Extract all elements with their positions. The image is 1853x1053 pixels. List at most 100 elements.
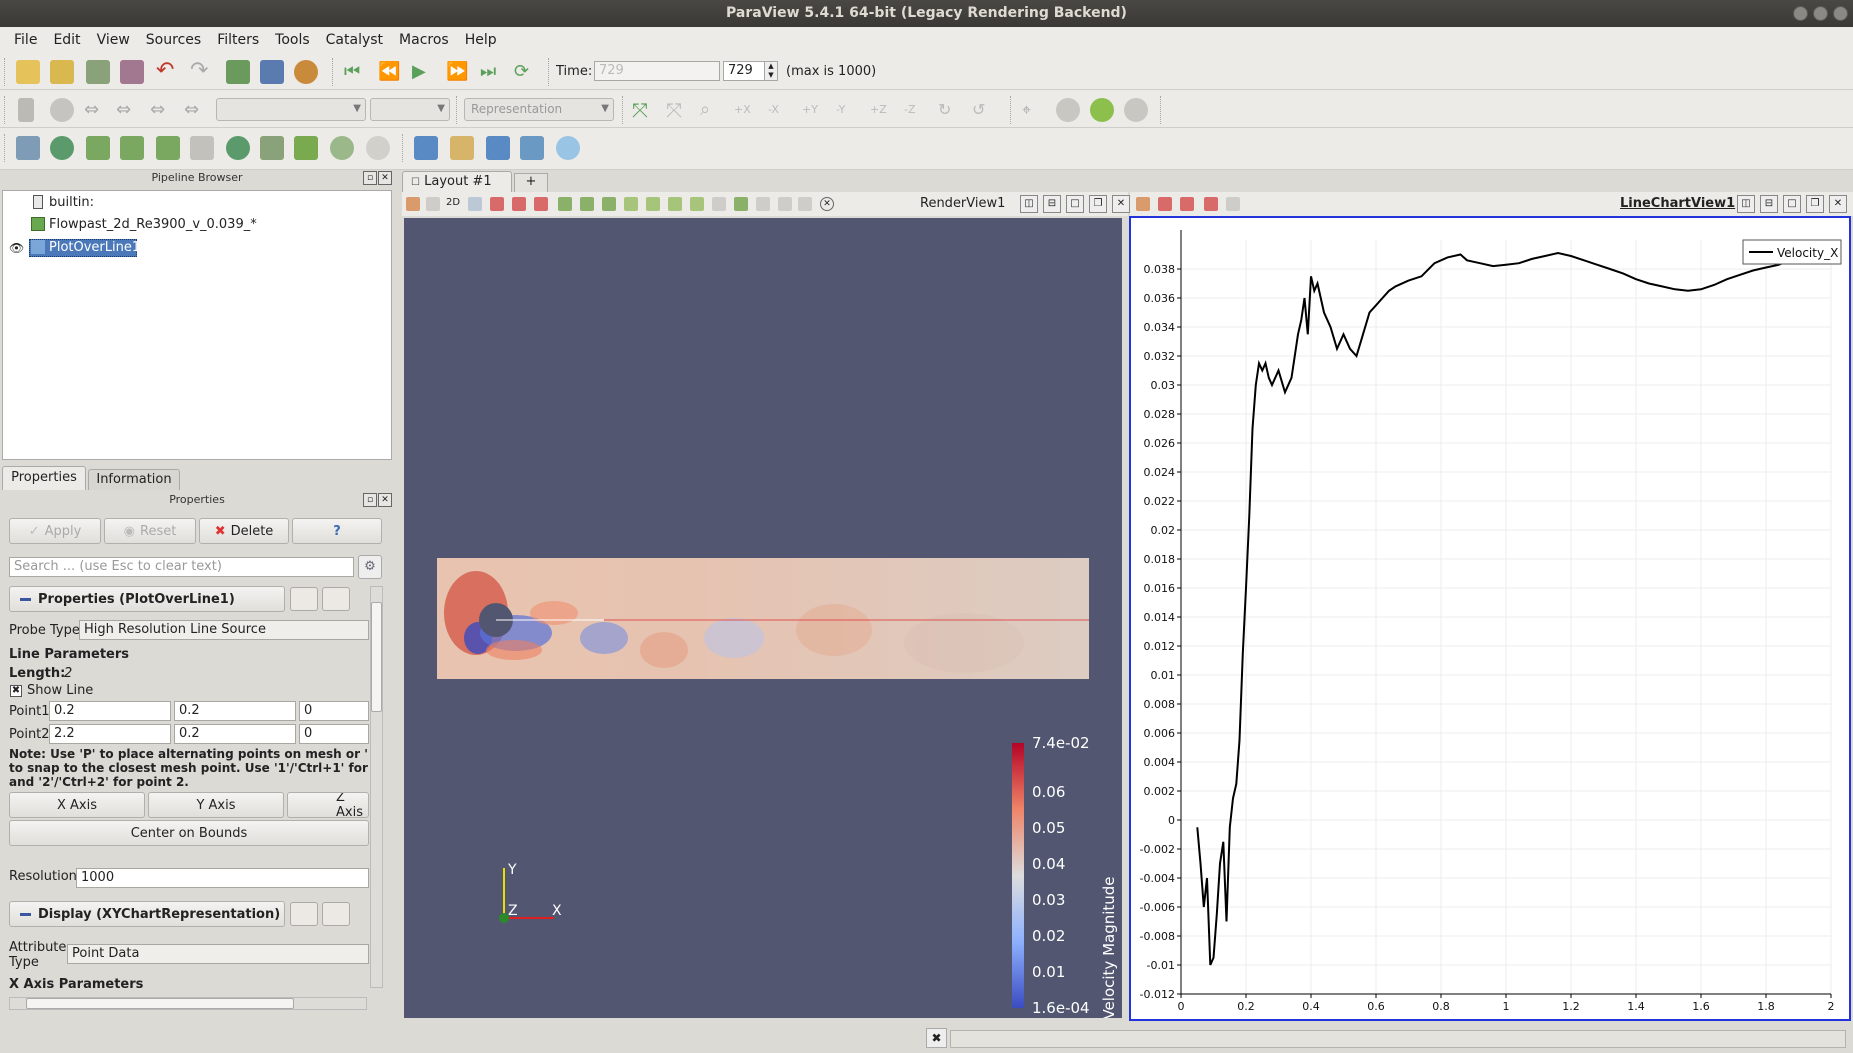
query-icon[interactable] (778, 197, 792, 211)
edit-selection-icon[interactable] (798, 197, 812, 211)
select-points-through-icon[interactable] (558, 197, 572, 211)
slice-icon[interactable] (120, 136, 144, 160)
render-close-button[interactable]: ✕ (1112, 195, 1130, 213)
disconnect-icon[interactable] (120, 60, 144, 84)
color-array-combo[interactable]: ▼ (216, 98, 366, 121)
render-restore-button[interactable]: ❐ (1089, 195, 1107, 213)
chart-select-polygon-icon[interactable] (1180, 197, 1194, 211)
properties-section-header[interactable]: Properties (PlotOverLine1) (9, 586, 285, 612)
minimize-button[interactable] (1793, 6, 1808, 21)
menu-sources[interactable]: Sources (145, 31, 202, 48)
render-split-vertical-button[interactable]: ⊟ (1043, 195, 1061, 213)
chart-select-icon[interactable] (1158, 197, 1172, 211)
chart-clear-icon[interactable] (1226, 197, 1240, 211)
pipeline-item-flowpast[interactable]: Flowpast_2d_Re3900_v_0.039_* (49, 217, 257, 232)
render-maximize-button[interactable]: □ (1066, 195, 1084, 213)
redo-icon[interactable]: ↷ (190, 58, 209, 83)
select-cells-through-icon[interactable] (534, 197, 548, 211)
chart-split-vertical-button[interactable]: ⊟ (1760, 195, 1778, 213)
find-data-icon[interactable] (260, 60, 284, 84)
reset-camera-icon[interactable]: ⤧ (632, 98, 648, 122)
warp-by-vector-icon[interactable] (294, 136, 318, 160)
layout-tab[interactable]: ☐ Layout #1 ✕ (402, 171, 512, 203)
hover-points-icon[interactable] (646, 197, 660, 211)
render-split-horizontal-button[interactable]: ◫ (1020, 195, 1038, 213)
grow-selection-icon[interactable] (690, 197, 704, 211)
selection-icon[interactable] (414, 136, 438, 160)
view-minus-y-icon[interactable]: -Y (836, 103, 846, 116)
group-datasets-icon[interactable] (330, 136, 354, 160)
undo-icon[interactable]: ↶ (156, 58, 175, 83)
help-button[interactable]: ? (292, 518, 382, 544)
menu-tools[interactable]: Tools (275, 31, 310, 48)
calculator-icon[interactable] (16, 136, 40, 160)
properties-close-button[interactable]: ✕ (378, 493, 392, 507)
chart-split-horizontal-button[interactable]: ◫ (1737, 195, 1755, 213)
edit-colormap-icon[interactable] (50, 98, 74, 122)
toggle-2d-3d-button[interactable]: 2D (446, 197, 461, 208)
point2-y-input[interactable]: 0.2 (174, 724, 296, 744)
connect-icon[interactable] (86, 60, 110, 84)
camera-undo-icon[interactable] (426, 197, 440, 211)
view-minus-z-icon[interactable]: -Z (904, 103, 916, 116)
advanced-settings-gear-icon[interactable]: ⚙ (358, 555, 382, 579)
chart-restore-button[interactable]: ❐ (1806, 195, 1824, 213)
stream-tracer-icon[interactable] (260, 136, 284, 160)
previous-frame-icon[interactable]: ⏪ (378, 61, 401, 82)
display-section-header[interactable]: Display (XYChartRepresentation) (9, 901, 285, 927)
point1-x-input[interactable]: 0.2 (49, 701, 171, 721)
view-plus-y-icon[interactable]: +Y (802, 103, 818, 116)
properties-float-button[interactable]: ▫ (363, 493, 377, 507)
interactive-select-icon[interactable] (624, 197, 638, 211)
x-axis-button[interactable]: X Axis (9, 792, 145, 818)
properties-hscroll-thumb[interactable] (26, 998, 294, 1009)
tab-information[interactable]: Information (88, 469, 180, 490)
plot-over-line-icon[interactable] (486, 136, 510, 160)
menu-filters[interactable]: Filters (217, 31, 260, 48)
rescale-custom-range-icon[interactable]: ⇔ (116, 99, 132, 120)
contour-icon[interactable] (50, 136, 74, 160)
last-frame-icon[interactable]: ⏭ (480, 61, 497, 82)
chart-toggle-icon[interactable] (1204, 197, 1218, 211)
center-axes-icon[interactable]: ⌖ (1022, 100, 1032, 119)
menu-view[interactable]: View (96, 31, 130, 48)
copy-display-button[interactable] (290, 902, 318, 926)
point2-x-input[interactable]: 2.2 (49, 724, 171, 744)
rescale-temporal-range-icon[interactable]: ⇔ (150, 99, 166, 120)
apply-button[interactable]: ✓ Apply (9, 518, 101, 544)
render-view-canvas[interactable]: 7.4e-02 0.06 0.05 0.04 0.03 0.02 0.01 1.6e-04 V… (404, 218, 1122, 1018)
pipeline-float-button[interactable]: ▫ (363, 171, 377, 185)
probe-type-select[interactable]: High Resolution Line Source (79, 620, 369, 640)
select-points-on-icon[interactable] (512, 197, 526, 211)
point1-y-input[interactable]: 0.2 (174, 701, 296, 721)
properties-scrollbar-thumb[interactable] (371, 602, 382, 712)
view-minus-x-icon[interactable]: -X (768, 103, 779, 116)
loop-icon[interactable]: ⟳ (514, 61, 530, 82)
pipeline-item-plotoverline[interactable]: PlotOverLine1 (49, 240, 141, 255)
point1-z-input[interactable]: 0 (299, 701, 369, 721)
reset-center-icon[interactable] (1090, 98, 1114, 122)
line-chart-view[interactable]: -0.012 -0.01 -0.008 -0.006 -0.004 -0.002 0 0.00… (1129, 216, 1851, 1021)
y-axis-button[interactable]: Y Axis (148, 792, 284, 818)
maximize-button[interactable] (1813, 6, 1828, 21)
center-on-bounds-button[interactable]: Center on Bounds (9, 820, 369, 846)
copy-properties-button[interactable] (290, 587, 318, 611)
threshold-icon[interactable] (156, 136, 180, 160)
histogram-icon[interactable] (556, 136, 580, 160)
play-icon[interactable]: ▶ (412, 61, 426, 82)
time-value-field[interactable]: 729 (594, 61, 720, 81)
camera-redo-icon[interactable] (468, 197, 482, 211)
zoom-to-data-icon[interactable]: ⤧ (666, 98, 682, 122)
properties-search-input[interactable]: Search ... (use Esc to clear text) (9, 557, 354, 577)
z-axis-button[interactable]: Z Axis (287, 792, 369, 818)
plot-data-icon[interactable] (520, 136, 544, 160)
shrink-selection-icon[interactable] (712, 197, 726, 211)
delete-button[interactable]: ✖ Delete (199, 518, 289, 544)
select-block-icon[interactable] (602, 197, 616, 211)
extract-level-icon[interactable] (366, 136, 390, 160)
menu-file[interactable]: File (14, 31, 38, 48)
plot-selection-icon[interactable] (450, 136, 474, 160)
add-layout-tab[interactable]: + (514, 173, 548, 193)
color-component-combo[interactable]: ▼ (370, 98, 450, 121)
toggle-color-legend-icon[interactable] (18, 98, 34, 122)
